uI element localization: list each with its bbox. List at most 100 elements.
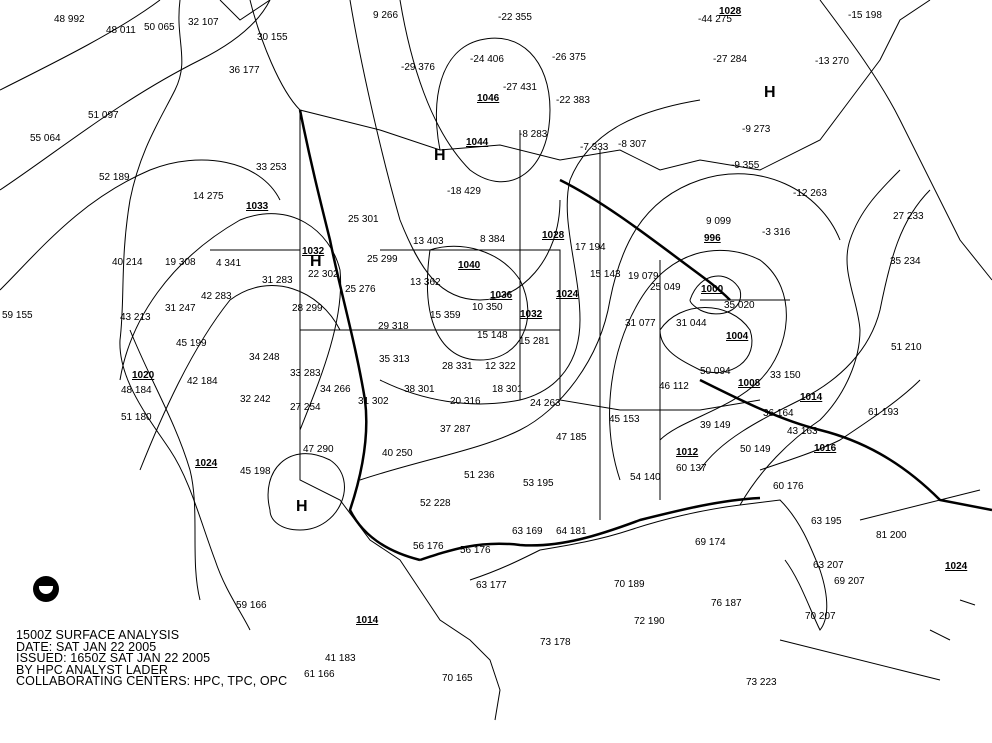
station-plot: 39 149 [700, 420, 731, 431]
station-plot: 45 199 [176, 338, 207, 349]
station-plot: 35 020 [724, 300, 755, 311]
station-plot: 31 283 [262, 275, 293, 286]
station-plot: 63 177 [476, 580, 507, 591]
station-plot: 15 281 [519, 336, 550, 347]
station-plot: 50 094 [700, 366, 731, 377]
station-plot: 35 313 [379, 354, 410, 365]
station-plot: 18 301 [492, 384, 523, 395]
station-plot: 9 099 [706, 216, 731, 227]
station-plot: 70 207 [805, 611, 836, 622]
station-plot: 73 178 [540, 637, 571, 648]
station-plot: 47 290 [303, 444, 334, 455]
isobar-label: 1024 [945, 561, 968, 572]
station-plot: 45 198 [240, 466, 271, 477]
station-plot: 73 223 [746, 677, 777, 688]
station-plot: -29 376 [401, 62, 435, 73]
station-plot: -18 429 [447, 186, 481, 197]
station-plot: 41 183 [325, 653, 356, 664]
station-plot: 50 149 [740, 444, 771, 455]
station-plot: 15 143 [590, 269, 621, 280]
station-plot: -22 355 [498, 12, 532, 23]
station-plot: 25 299 [367, 254, 398, 265]
high-pressure-center: H [310, 253, 322, 270]
station-plot: 12 322 [485, 361, 516, 372]
station-plot: 48 992 [54, 14, 85, 25]
station-plot: 59 166 [236, 600, 267, 611]
station-plot: 32 107 [188, 17, 219, 28]
caption-issued: ISSUED: 1650Z SAT JAN 22 2005 [16, 651, 211, 665]
station-plot: 37 287 [440, 424, 471, 435]
station-plot: -8 283 [519, 129, 548, 140]
station-plot: 24 263 [530, 398, 561, 409]
station-plot: -26 375 [552, 52, 586, 63]
station-plot: 53 195 [523, 478, 554, 489]
station-plot: 38 301 [404, 384, 435, 395]
station-plot: 20 316 [450, 396, 481, 407]
station-plot: 48 184 [121, 385, 152, 396]
station-plot: 52 228 [420, 498, 451, 509]
station-plot: 70 189 [614, 579, 645, 590]
isobar-label: 1004 [726, 331, 749, 342]
station-plot: 33 150 [770, 370, 801, 381]
station-plot: 51 236 [464, 470, 495, 481]
station-plot: 47 185 [556, 432, 587, 443]
station-plot: -3 316 [762, 227, 791, 238]
caption-centers: COLLABORATING CENTERS: HPC, TPC, OPC [16, 674, 288, 688]
station-plot: 22 302 [308, 269, 339, 280]
isobar-label: 1028 [542, 230, 565, 241]
caption-analyst: BY HPC ANALYST LADER [16, 662, 169, 677]
station-plot: 61 166 [304, 669, 335, 680]
station-plot: 36 164 [763, 408, 794, 419]
station-plot: 72 190 [634, 616, 665, 627]
station-plot: -44 275 [698, 14, 732, 25]
isobar-label: 996 [704, 233, 721, 244]
station-plot: 60 137 [676, 463, 707, 474]
station-plot: 14 275 [193, 191, 224, 202]
station-plot: 36 177 [229, 65, 260, 76]
station-plot: 31 302 [358, 396, 389, 407]
station-plot: 64 181 [556, 526, 587, 537]
isobars [0, 0, 992, 531]
caption-title: 1500Z SURFACE ANALYSIS [16, 628, 180, 642]
high-pressure-center: H [764, 84, 776, 101]
station-plot: 28 331 [442, 361, 473, 372]
station-plot: 10 350 [472, 302, 503, 313]
isobar-label: 1028 [719, 6, 742, 17]
station-plot: -12 263 [793, 188, 827, 199]
station-plot: 63 207 [813, 560, 844, 571]
isobar-label: 1032 [520, 309, 543, 320]
station-plot: 81 200 [876, 530, 907, 541]
station-plot: 59 155 [2, 310, 33, 321]
station-plot: -9 273 [742, 124, 771, 135]
station-plot: 13 362 [410, 277, 441, 288]
station-plot: 42 283 [201, 291, 232, 302]
station-plot: 4 341 [216, 258, 241, 269]
isobar-label: 1032 [302, 246, 325, 257]
station-plot: 51 210 [891, 342, 922, 353]
isobar-label: 1014 [356, 615, 379, 626]
fronts [298, 109, 992, 562]
station-plot: 31 044 [676, 318, 707, 329]
station-plot: 42 184 [187, 376, 218, 387]
isobar-label: 1016 [814, 443, 837, 454]
isobar-label: 1046 [477, 93, 500, 104]
station-plot: -13 270 [815, 56, 849, 67]
station-plot: 69 174 [695, 537, 726, 548]
station-plot: 76 187 [711, 598, 742, 609]
station-plot: 35 234 [890, 256, 921, 267]
isobar-label: 1012 [676, 447, 699, 458]
station-plot: 17 194 [575, 242, 606, 253]
high-pressure-center: H [296, 498, 308, 515]
station-plot: 61 193 [868, 407, 899, 418]
station-plot: 55 064 [30, 133, 61, 144]
isobar-label: 1036 [490, 290, 513, 301]
station-plot: 34 248 [249, 352, 280, 363]
station-plot: 19 079 [628, 271, 659, 282]
station-plot: 8 384 [480, 234, 505, 245]
station-plot: -15 198 [848, 10, 882, 21]
station-plot: 28 299 [292, 303, 323, 314]
station-plot: 33 283 [290, 368, 321, 379]
station-plot: 69 207 [834, 576, 865, 587]
